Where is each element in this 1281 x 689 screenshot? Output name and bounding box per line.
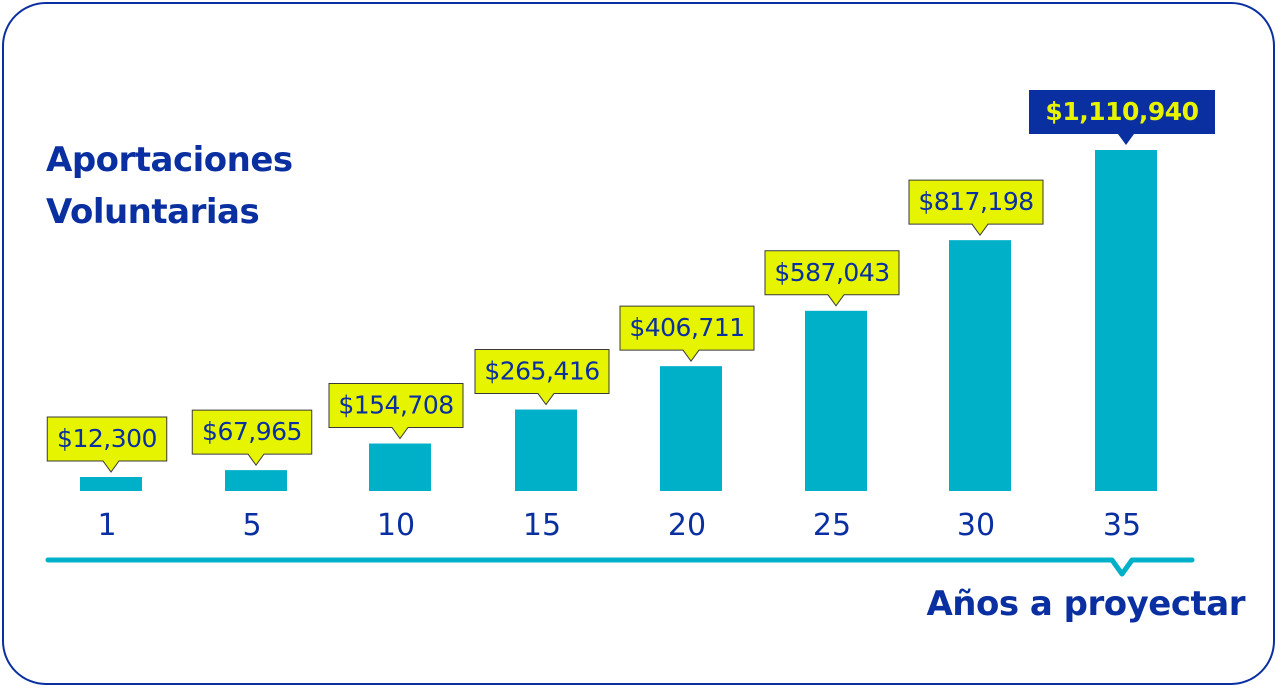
data-label: $12,300	[57, 424, 157, 453]
data-label: $265,416	[484, 357, 599, 386]
data-label-box	[619, 305, 755, 363]
data-label: $154,708	[338, 391, 453, 420]
x-tick-label: 20	[668, 508, 706, 543]
x-tick-label: 30	[957, 508, 995, 543]
data-label: $587,043	[774, 258, 889, 287]
chart-title: Aportaciones Voluntarias	[46, 134, 293, 238]
chart-title-line-2: Voluntarias	[46, 192, 260, 232]
data-label-box	[474, 349, 610, 406]
data-label: $1,110,940	[1045, 97, 1198, 126]
x-tick-label: 35	[1103, 508, 1141, 543]
x-tick-label: 15	[523, 508, 561, 543]
x-axis-title: Años a proyectar	[926, 584, 1245, 624]
data-label-box	[908, 179, 1044, 237]
x-axis-line	[45, 557, 1195, 577]
data-label: $67,965	[202, 417, 302, 446]
data-label: $817,198	[918, 187, 1033, 216]
bar	[949, 240, 1011, 491]
bar	[1095, 150, 1157, 491]
data-label-box	[1029, 90, 1215, 145]
x-tick-label: 5	[242, 508, 261, 543]
bar	[660, 366, 722, 491]
data-label-box	[46, 416, 168, 473]
x-tick-label: 1	[97, 508, 116, 543]
x-tick-label: 25	[813, 508, 851, 543]
chart-title-line-1: Aportaciones	[46, 140, 293, 180]
data-label-box	[328, 383, 464, 440]
data-label-box	[191, 409, 313, 466]
x-tick-label: 10	[377, 508, 415, 543]
bar	[805, 310, 867, 491]
bar	[225, 470, 287, 491]
bar	[515, 409, 577, 491]
bar	[80, 477, 142, 491]
data-label-box	[764, 250, 900, 307]
bar	[369, 443, 431, 491]
data-label: $406,711	[629, 313, 744, 342]
